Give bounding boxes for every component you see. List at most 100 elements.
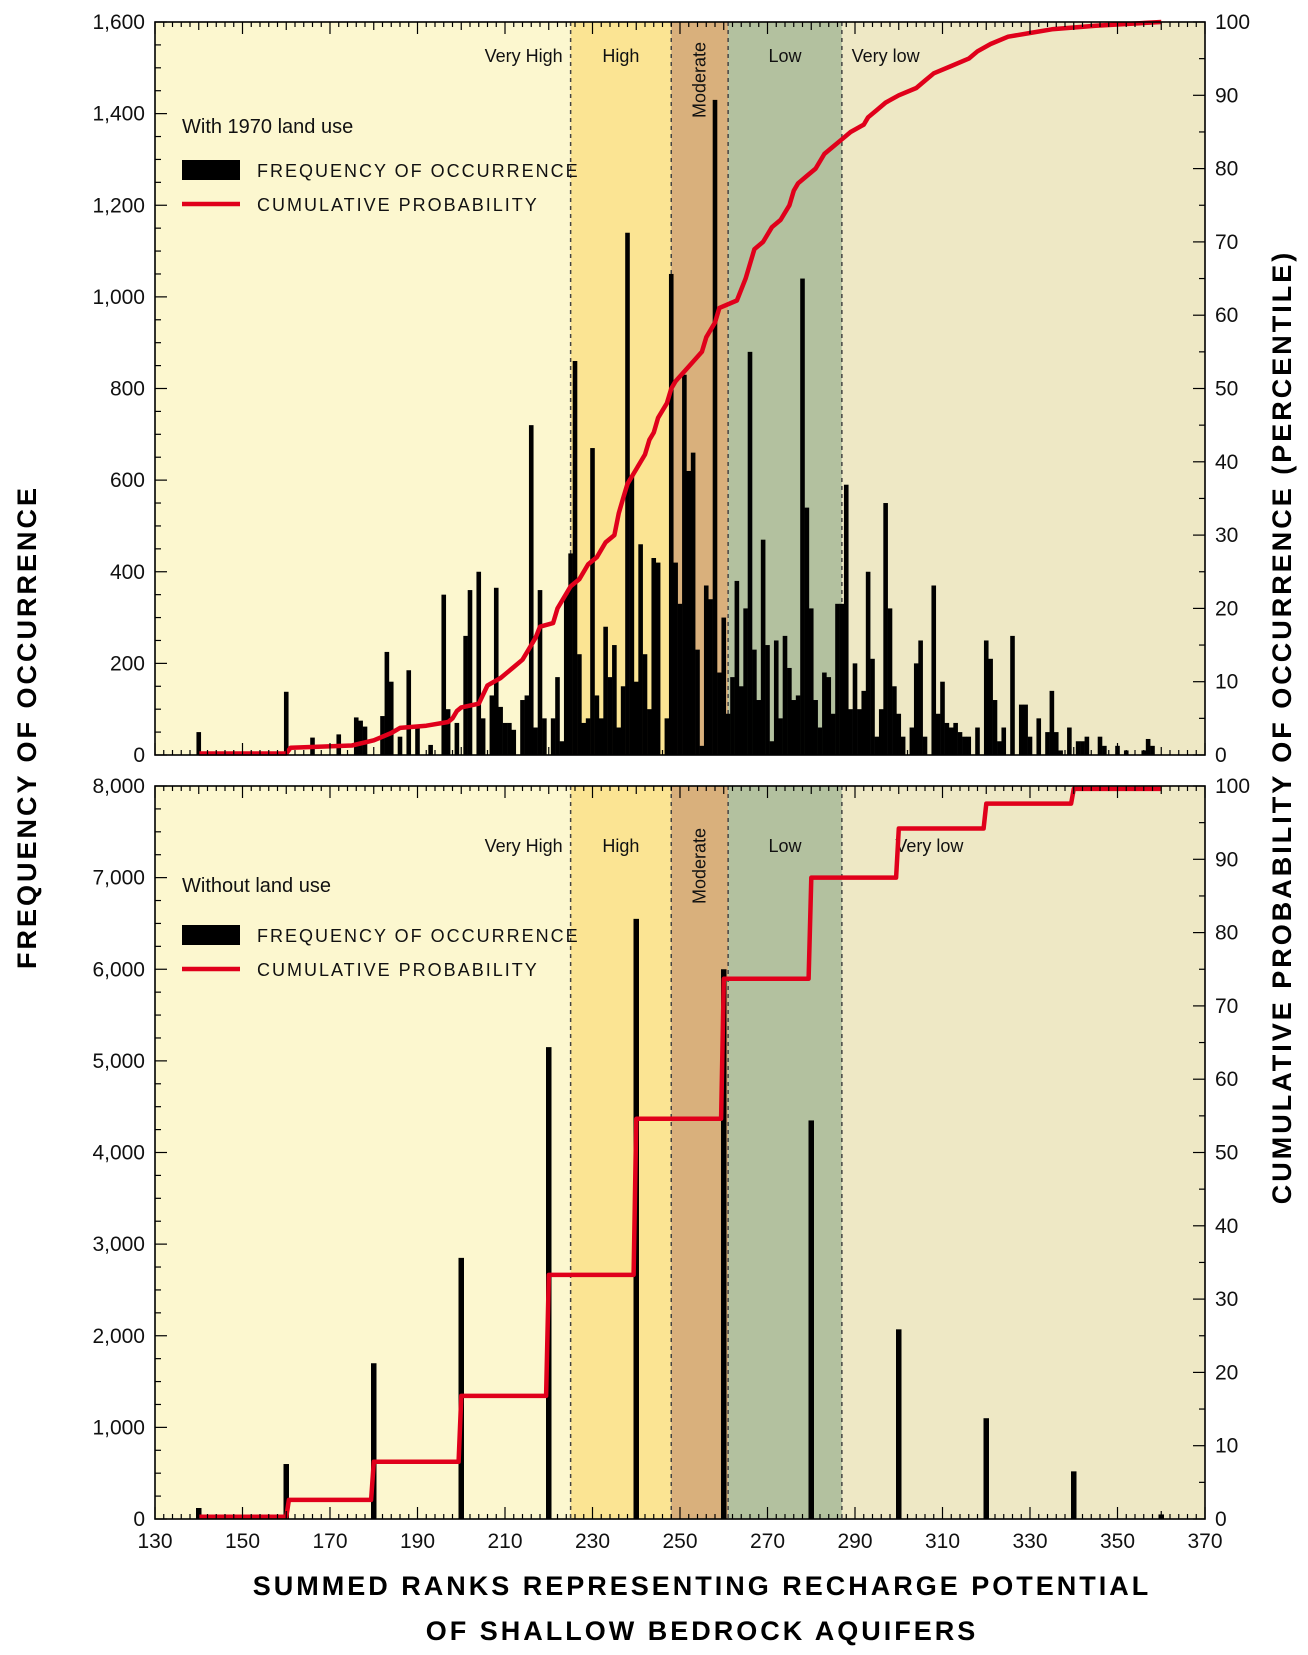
frequency-bar [616, 727, 622, 755]
frequency-bar [633, 681, 639, 755]
legend-line-label: CUMULATIVE PROBABILITY [257, 195, 539, 215]
x-tick-label: 270 [750, 1530, 785, 1553]
y-tick-label-left: 1,200 [92, 194, 145, 217]
zone-label: High [602, 46, 639, 66]
frequency-bar [852, 663, 858, 755]
frequency-bar [913, 663, 919, 755]
frequency-bar [782, 635, 788, 755]
legend-line-label: CUMULATIVE PROBABILITY [257, 960, 539, 980]
y-tick-label-left: 1,000 [92, 1416, 145, 1439]
cumulative-probability-line [198, 786, 1162, 1520]
x-tick-label: 330 [1012, 1530, 1047, 1553]
zone-label: Very low [852, 46, 921, 66]
y-tick-label-right: 0 [1215, 744, 1227, 767]
frequency-bar [953, 722, 958, 755]
frequency-bar [406, 670, 412, 755]
frequency-bar [695, 649, 700, 755]
frequency-bar [1071, 1471, 1077, 1519]
frequency-bar [568, 553, 573, 755]
frequency-bar [708, 599, 713, 755]
y-tick-label-left: 5,000 [92, 1050, 145, 1073]
frequency-bar [717, 672, 722, 755]
frequency-bar [428, 744, 433, 755]
y-tick-label-left: 200 [110, 652, 145, 675]
frequency-bar [682, 374, 687, 755]
x-tick-label: 290 [837, 1530, 872, 1553]
frequency-bar [520, 700, 525, 755]
frequency-bar [948, 727, 954, 755]
x-tick-label: 370 [1187, 1530, 1222, 1553]
frequency-bar [1080, 741, 1085, 755]
frequency-bar [1053, 732, 1059, 755]
frequency-bar [1097, 736, 1103, 755]
frequency-bar [528, 425, 534, 755]
zone-band [570, 786, 672, 1519]
y-tick-label-right: 50 [1215, 1142, 1238, 1165]
panel-title: With 1970 land use [182, 116, 353, 138]
frequency-bar [957, 732, 963, 755]
frequency-bar [843, 484, 849, 755]
frequency-bar [555, 677, 560, 755]
frequency-bar [642, 654, 648, 755]
frequency-bar [283, 691, 289, 755]
y-tick-label-right: 100 [1215, 775, 1250, 798]
cumulative-probability-line [198, 19, 1162, 756]
frequency-bar [467, 590, 473, 755]
frequency-bar [559, 741, 565, 755]
frequency-bar [892, 686, 897, 755]
frequency-bar [1045, 732, 1050, 755]
frequency-bar [703, 585, 709, 755]
frequency-bar [826, 677, 832, 755]
frequency-bar [935, 713, 941, 755]
y-tick-label-left: 1,600 [92, 11, 145, 34]
zone-label: Very High [485, 46, 563, 66]
frequency-bar [896, 1329, 902, 1519]
frequency-bar [822, 672, 827, 755]
frequency-bar [795, 695, 801, 755]
legend-bar-label: FREQUENCY OF OCCURRENCE [257, 926, 580, 946]
frequency-bar [664, 718, 670, 755]
frequency-bar [743, 608, 748, 755]
frequency-bar [870, 658, 875, 755]
frequency-bar [896, 713, 902, 755]
frequency-bar [725, 713, 731, 755]
x-tick-label: 130 [137, 1530, 172, 1553]
frequency-bar [992, 700, 998, 755]
zone-band [841, 786, 1205, 1519]
frequency-bar [966, 736, 972, 755]
frequency-bar [878, 709, 884, 755]
x-tick-label: 230 [575, 1530, 610, 1553]
frequency-bar [668, 273, 674, 755]
y-tick-label-left: 800 [110, 378, 145, 401]
y-tick-label-right: 30 [1215, 1288, 1238, 1311]
zone-label: High [602, 836, 639, 856]
frequency-bar [594, 695, 600, 755]
frequency-bar [1018, 704, 1024, 755]
frequency-bar [441, 594, 447, 755]
frequency-bar [931, 585, 937, 755]
frequency-bar [808, 608, 814, 755]
frequency-bar [533, 727, 538, 755]
x-tick-label: 250 [662, 1530, 697, 1553]
frequency-bar [524, 695, 530, 755]
frequency-bar [883, 503, 888, 755]
frequency-bar [489, 695, 495, 755]
frequency-bar [388, 681, 394, 755]
frequency-bar [384, 651, 390, 755]
y-tick-label-left: 1,000 [92, 286, 145, 309]
frequency-bar [940, 681, 945, 755]
frequency-bar [909, 727, 915, 755]
frequency-bar [1036, 718, 1042, 755]
y-tick-label-right: 20 [1215, 597, 1238, 620]
frequency-bar [791, 700, 797, 755]
y-tick-label-left: 6,000 [92, 958, 145, 981]
frequency-bar [463, 635, 468, 755]
y-tick-label-left: 400 [110, 561, 145, 584]
frequency-bar [647, 709, 652, 755]
frequency-bar [747, 351, 753, 755]
zone-band [841, 22, 1205, 755]
frequency-bar [983, 1418, 989, 1519]
frequency-bar [629, 475, 635, 755]
y-tick-label-left: 7,000 [92, 867, 145, 890]
y-tick-label-right: 40 [1215, 451, 1238, 474]
